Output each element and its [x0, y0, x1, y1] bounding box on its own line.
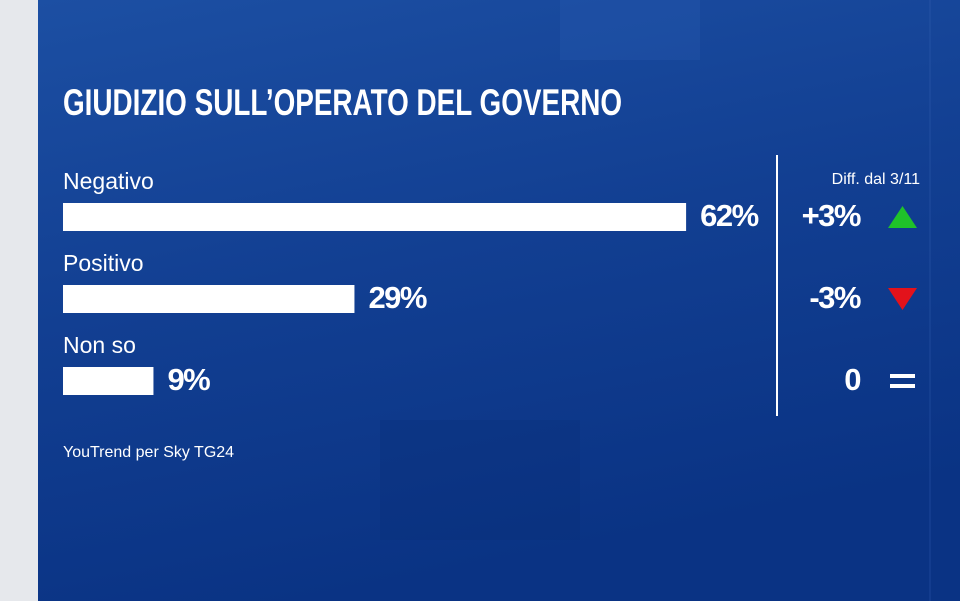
decoration — [560, 0, 700, 60]
decoration — [380, 420, 580, 540]
category-label: Negativo — [63, 168, 154, 194]
value-label: 29% — [368, 280, 426, 315]
up-indicator — [888, 206, 917, 228]
bar — [63, 203, 687, 231]
category-label: Non so — [63, 332, 136, 358]
source: YouTrend per Sky TG24 — [63, 444, 234, 461]
chart-title: GIUDIZIO SULL’OPERATO DEL GOVERNO — [63, 82, 622, 123]
diff-label: +3% — [802, 198, 861, 233]
diff-label: 0 — [844, 362, 860, 397]
category-label: Positivo — [63, 250, 144, 276]
equal-indicator — [890, 374, 915, 388]
value-label: 9% — [167, 362, 210, 397]
value-label: 62% — [700, 198, 758, 233]
down-indicator — [888, 288, 917, 310]
bar — [63, 285, 355, 313]
bar — [63, 367, 154, 395]
diff-header: Diff. dal 3/11 — [832, 171, 920, 188]
diff-label: -3% — [809, 280, 861, 315]
